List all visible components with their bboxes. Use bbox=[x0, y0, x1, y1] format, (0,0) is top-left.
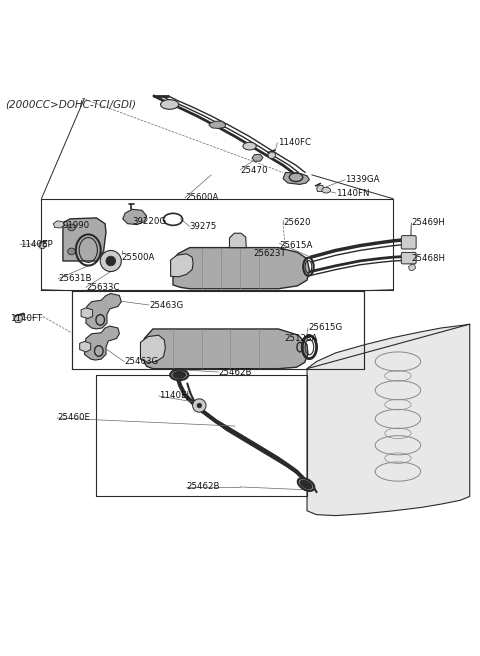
Polygon shape bbox=[307, 324, 470, 516]
Polygon shape bbox=[144, 329, 308, 369]
Ellipse shape bbox=[243, 142, 256, 150]
Text: 1339GA: 1339GA bbox=[345, 175, 380, 184]
Text: 25631B: 25631B bbox=[58, 274, 92, 283]
Text: 39220G: 39220G bbox=[132, 216, 167, 226]
Text: 25633C: 25633C bbox=[86, 283, 120, 292]
Ellipse shape bbox=[170, 369, 188, 380]
Polygon shape bbox=[39, 242, 47, 249]
Text: 25469H: 25469H bbox=[411, 218, 445, 227]
FancyBboxPatch shape bbox=[401, 236, 416, 249]
Polygon shape bbox=[14, 315, 23, 323]
Ellipse shape bbox=[68, 248, 75, 255]
Text: 25623T: 25623T bbox=[253, 249, 286, 258]
Polygon shape bbox=[123, 209, 147, 224]
Polygon shape bbox=[81, 308, 93, 318]
Polygon shape bbox=[209, 121, 226, 129]
Text: 25462B: 25462B bbox=[218, 367, 252, 377]
Text: 25615G: 25615G bbox=[308, 323, 342, 333]
Text: 1140FN: 1140FN bbox=[336, 188, 369, 197]
Circle shape bbox=[100, 251, 121, 272]
Text: 1140EJ: 1140EJ bbox=[158, 392, 189, 400]
Polygon shape bbox=[53, 221, 64, 228]
Text: 39275: 39275 bbox=[190, 222, 217, 231]
Polygon shape bbox=[84, 326, 120, 360]
Text: (2000CC>DOHC-TCI/GDI): (2000CC>DOHC-TCI/GDI) bbox=[5, 99, 136, 109]
Text: 25600A: 25600A bbox=[185, 194, 218, 202]
Circle shape bbox=[192, 399, 206, 412]
Polygon shape bbox=[86, 293, 121, 329]
Polygon shape bbox=[229, 234, 246, 247]
Text: 25500A: 25500A bbox=[122, 253, 155, 262]
Polygon shape bbox=[80, 341, 91, 352]
Polygon shape bbox=[173, 247, 310, 289]
Ellipse shape bbox=[300, 480, 312, 489]
Polygon shape bbox=[408, 264, 416, 270]
Ellipse shape bbox=[298, 478, 314, 491]
Text: 25620: 25620 bbox=[283, 218, 311, 227]
Circle shape bbox=[106, 256, 116, 266]
Text: 25468H: 25468H bbox=[411, 254, 445, 263]
Polygon shape bbox=[283, 173, 310, 184]
Circle shape bbox=[197, 403, 202, 408]
Ellipse shape bbox=[173, 371, 185, 379]
Text: 25463G: 25463G bbox=[124, 357, 158, 366]
Text: 25128A: 25128A bbox=[284, 334, 317, 343]
Ellipse shape bbox=[322, 188, 330, 193]
Text: 25615A: 25615A bbox=[279, 241, 312, 250]
Text: 91990: 91990 bbox=[63, 220, 90, 230]
Ellipse shape bbox=[160, 100, 179, 110]
Polygon shape bbox=[141, 335, 165, 363]
Polygon shape bbox=[170, 254, 193, 277]
Text: 25460E: 25460E bbox=[57, 413, 90, 422]
Polygon shape bbox=[317, 186, 324, 192]
Text: 1140EP: 1140EP bbox=[20, 239, 52, 249]
FancyBboxPatch shape bbox=[401, 253, 416, 264]
Polygon shape bbox=[268, 152, 276, 159]
Text: 25462B: 25462B bbox=[186, 482, 220, 491]
Polygon shape bbox=[252, 154, 263, 161]
Ellipse shape bbox=[68, 224, 75, 231]
Text: 1140FT: 1140FT bbox=[10, 314, 42, 323]
Text: 25470: 25470 bbox=[240, 165, 267, 174]
Polygon shape bbox=[63, 218, 106, 261]
Text: 1140FC: 1140FC bbox=[278, 138, 312, 148]
Text: 25463G: 25463G bbox=[149, 300, 183, 310]
